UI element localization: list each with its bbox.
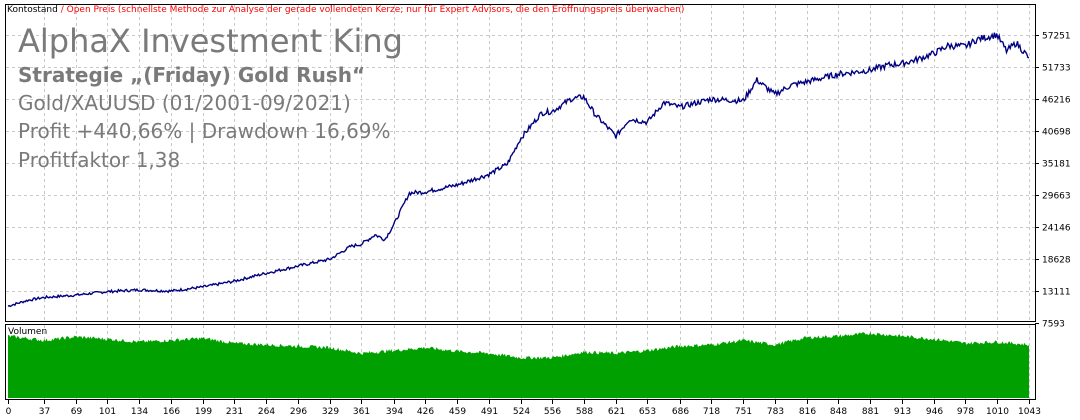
y-tick-label: 40698: [1042, 128, 1071, 138]
chart-legend: Kontostand / Open Preis (schnellste Meth…: [7, 5, 684, 15]
x-tick-label: 491: [481, 407, 498, 417]
y-tick-label: 57251: [1042, 32, 1071, 42]
x-tick-label: 686: [672, 407, 689, 417]
x-tick-label: 231: [226, 407, 243, 417]
x-tick-label: 653: [639, 407, 656, 417]
strategy-title: AlphaX Investment King: [18, 22, 403, 60]
balance-line: [7, 32, 1030, 308]
x-tick-label: 37: [39, 407, 50, 417]
x-tick-label: 296: [290, 407, 307, 417]
x-tick-label: 264: [258, 407, 275, 417]
y-tick-label: 46216: [1042, 96, 1071, 106]
x-tick-label: 978: [957, 407, 974, 417]
x-tick-label: 848: [830, 407, 847, 417]
volume-area: [8, 332, 1029, 398]
profit-drawdown: Profit +440,66% | Drawdown 16,69%: [18, 119, 391, 143]
x-tick-label: 394: [386, 407, 403, 417]
x-tick-label: 913: [894, 407, 911, 417]
x-tick-label: 751: [735, 407, 752, 417]
main-chart-panel: [5, 4, 1036, 322]
x-tick-label: 134: [131, 407, 148, 417]
y-tick-label: 29663: [1042, 192, 1071, 202]
x-tick-label: 69: [71, 407, 83, 417]
y-tick-label: 18628: [1042, 256, 1071, 266]
x-tick-label: 588: [576, 407, 593, 417]
x-tick-label: 361: [353, 407, 370, 417]
x-tick-label: 816: [799, 407, 816, 417]
x-tick-label: 881: [862, 407, 879, 417]
x-tick-label: 0: [6, 407, 12, 417]
balance-legend-label: Kontostand: [7, 5, 58, 15]
y-tick-label: 51733: [1042, 64, 1071, 74]
x-tick-label: 718: [703, 407, 720, 417]
y-tick-label: 35181: [1042, 160, 1071, 170]
price-axis: 7593 13111 18628 24146 29663 35181 40698 46216 5…: [1035, 32, 1071, 330]
x-tick-label: 199: [195, 407, 212, 417]
x-tick-label: 621: [608, 407, 625, 417]
x-tick-label: 166: [163, 407, 180, 417]
volume-panel-label: Volumen: [8, 327, 48, 337]
y-tick-label: 24146: [1042, 224, 1071, 234]
legend-separator: /: [57, 5, 67, 15]
bar-index-axis: 0 37 69 101 134 166 199 231 264 296 329 361 394 426 45…: [6, 400, 1041, 417]
x-tick-label: 426: [417, 407, 434, 417]
open-price-legend-label: Open Preis (schnellste Methode zur Analy…: [66, 5, 685, 15]
x-tick-label: 524: [513, 407, 530, 417]
symbol-period: Gold/XAUUSD (01/2001-09/2021): [18, 91, 351, 115]
x-tick-label: 329: [322, 407, 339, 417]
y-tick-label: 7593: [1042, 320, 1065, 330]
x-tick-label: 1043: [1018, 407, 1041, 417]
profit-factor: Profitfaktor 1,38: [18, 148, 181, 172]
y-tick-label: 13111: [1042, 288, 1071, 298]
x-tick-label: 1010: [986, 407, 1009, 417]
x-tick-label: 946: [926, 407, 943, 417]
main-vertical-grid: [44, 5, 1030, 321]
x-tick-label: 101: [99, 407, 116, 417]
strategy-name: Strategie „(Friday) Gold Rush“: [18, 63, 366, 87]
x-tick-label: 556: [544, 407, 561, 417]
x-tick-label: 783: [767, 407, 784, 417]
x-tick-label: 459: [449, 407, 466, 417]
